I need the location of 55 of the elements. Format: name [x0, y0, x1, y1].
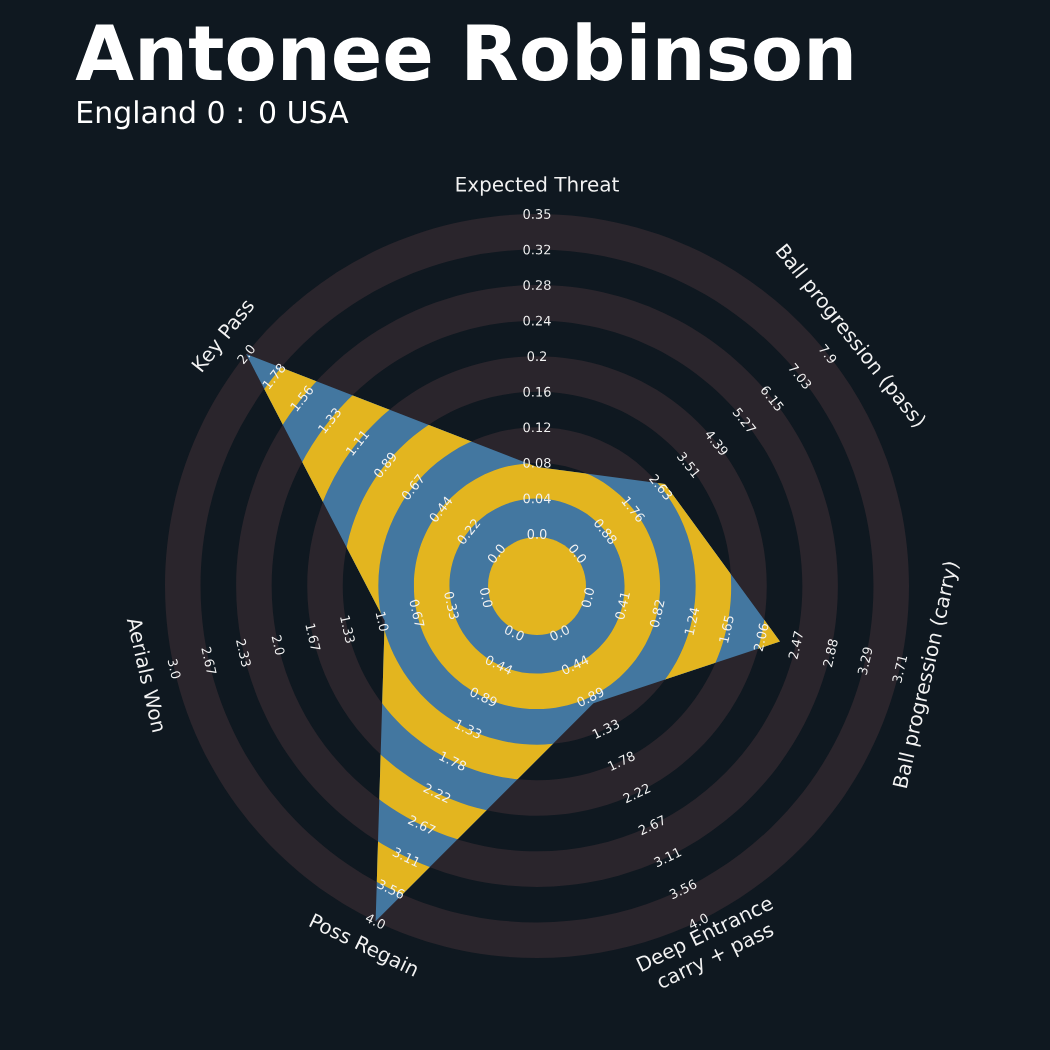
- text: 3.71: [892, 656, 908, 683]
- text: 0.12: [523, 422, 551, 433]
- text: 0.89: [577, 687, 604, 707]
- text: 2.0: [237, 345, 255, 365]
- text: 0.44: [485, 655, 513, 675]
- text: 2.22: [423, 783, 451, 804]
- text: 1.24: [684, 608, 700, 635]
- text: 1.33: [454, 719, 482, 739]
- text: 2.47: [788, 630, 803, 660]
- text: 1.33: [340, 615, 355, 643]
- chart-subtitle: England 0 : 0 USA: [78, 100, 349, 130]
- text: 3.56: [669, 879, 697, 899]
- text: 2.67: [201, 646, 217, 673]
- spoke-label: Expected Threat: [456, 176, 619, 196]
- text: 0.16: [523, 386, 551, 397]
- text: 0.24: [523, 315, 551, 326]
- text: 0.0: [569, 544, 587, 563]
- text: 2.06: [753, 623, 769, 652]
- text: 0.0: [505, 625, 524, 641]
- text: 0.0: [487, 544, 505, 563]
- text: 1.0: [375, 611, 389, 631]
- text: 0.28: [523, 280, 551, 291]
- text: 3.56: [376, 879, 405, 899]
- text: 0.41: [615, 593, 630, 620]
- text: 0.08: [523, 457, 551, 468]
- text: 0.44: [561, 655, 589, 675]
- text: 1.65: [719, 615, 734, 643]
- text: 0.89: [470, 687, 497, 706]
- text: 2.67: [638, 815, 664, 836]
- spoke-label: Aerials Won: [126, 619, 163, 733]
- text: 2.33: [236, 638, 251, 667]
- text: 0.0: [527, 529, 547, 539]
- text: 0.67: [409, 599, 425, 626]
- text: 0.0: [550, 625, 569, 641]
- text: 0.0: [480, 588, 493, 608]
- text: 0.2: [527, 351, 547, 362]
- text: 1.67: [305, 623, 321, 650]
- text: 3.11: [392, 847, 419, 868]
- chart-title: Antonee Robinson: [75, 22, 852, 82]
- text: 3.29: [857, 647, 873, 676]
- text: 0.0: [581, 588, 594, 608]
- text: 2.0: [271, 634, 285, 655]
- text: 0.33: [444, 591, 459, 620]
- text: 3.0: [167, 658, 181, 679]
- text: 2.88: [823, 639, 838, 668]
- text: 0.35: [523, 209, 551, 219]
- text: 0.32: [523, 244, 551, 255]
- text: 1.33: [592, 719, 620, 739]
- text: 1.78: [607, 751, 635, 771]
- text: 3.11: [653, 847, 682, 867]
- text: 2.67: [407, 815, 436, 834]
- text: 0.82: [649, 600, 665, 627]
- text: 2.22: [622, 783, 651, 804]
- text: 1.78: [439, 751, 467, 771]
- text: 4.0: [365, 914, 385, 929]
